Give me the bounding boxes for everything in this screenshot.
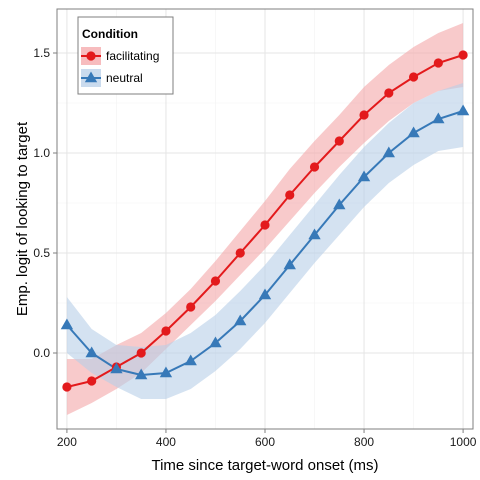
facilitating-point xyxy=(260,220,270,230)
y-tick-label: 1.5 xyxy=(33,46,50,60)
neutral-point xyxy=(209,336,222,348)
neutral-point xyxy=(308,228,321,240)
facilitating-point xyxy=(285,190,295,200)
y-tick-label: 0.0 xyxy=(33,346,50,360)
neutral-point xyxy=(432,112,445,124)
facilitating-confidence-band xyxy=(66,23,464,415)
facilitating-point xyxy=(62,382,72,392)
x-tick-label: 1000 xyxy=(450,435,477,449)
neutral-legend-key-marker xyxy=(84,71,98,83)
neutral-confidence-band xyxy=(66,83,464,399)
neutral-point xyxy=(333,198,346,210)
neutral-legend-label: neutral xyxy=(106,71,143,85)
x-tick-label: 600 xyxy=(255,435,275,449)
confidence-bands xyxy=(66,23,464,415)
facilitating-point xyxy=(235,248,245,258)
facilitating-point xyxy=(458,50,468,60)
facilitating-legend-key-marker xyxy=(86,51,96,61)
neutral-point xyxy=(60,318,74,330)
legend-title: Condition xyxy=(82,27,138,41)
neutral-point xyxy=(456,104,470,116)
facilitating-point xyxy=(433,58,443,68)
facilitating-point xyxy=(161,326,171,336)
neutral-point xyxy=(234,314,247,326)
facilitating-point xyxy=(309,162,320,172)
facilitating-point xyxy=(136,348,146,358)
legend: Condition facilitating neutral xyxy=(77,16,174,95)
facilitating-point xyxy=(210,276,221,286)
facilitating-point xyxy=(87,376,97,386)
neutral-point xyxy=(135,368,148,380)
neutral-point xyxy=(258,288,272,300)
facilitating-point xyxy=(408,72,419,82)
neutral-point xyxy=(382,146,395,158)
facilitating-point xyxy=(334,136,344,146)
facilitating-legend-label: facilitating xyxy=(106,49,159,63)
neutral-point xyxy=(283,258,296,270)
y-tick-label: 0.5 xyxy=(33,246,50,260)
neutral-point xyxy=(407,126,420,138)
series-markers xyxy=(60,50,470,392)
facilitating-point xyxy=(384,88,394,98)
x-tick-label: 400 xyxy=(156,435,176,449)
neutral-point xyxy=(357,170,371,182)
neutral-point xyxy=(184,354,197,366)
x-tick-label: 200 xyxy=(57,435,77,449)
facilitating-point xyxy=(359,110,369,120)
x-tick-label: 800 xyxy=(354,435,374,449)
neutral-point xyxy=(85,346,98,358)
neutral-point xyxy=(159,366,173,378)
facilitating-point xyxy=(186,302,196,312)
y-axis-ticks: 0.0 0.5 1.0 1.5 xyxy=(33,46,57,360)
y-tick-label: 1.0 xyxy=(33,146,50,160)
neutral-point xyxy=(110,362,123,374)
x-axis-ticks: 200 400 600 800 1000 xyxy=(57,429,477,449)
x-axis-title: Time since target-word onset (ms) xyxy=(151,457,378,474)
y-axis-title: Emp. logit of looking to target xyxy=(14,121,31,316)
